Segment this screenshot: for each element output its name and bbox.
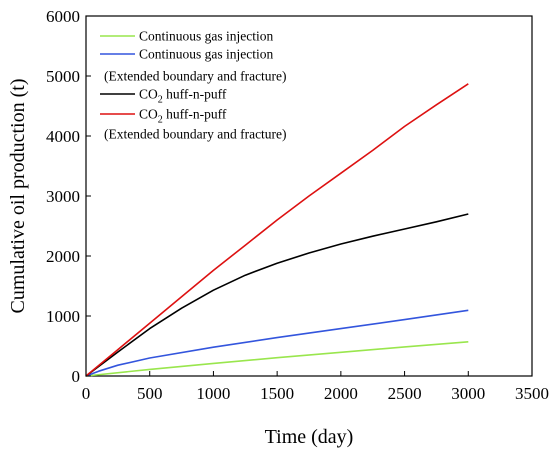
- y-tick-label: 3000: [46, 187, 80, 206]
- y-tick-label: 5000: [46, 67, 80, 86]
- legend-label-4-line2: (Extended boundary and fracture): [104, 127, 287, 142]
- y-tick-label: 0: [72, 367, 81, 386]
- y-tick-label: 6000: [46, 7, 80, 26]
- axis-ticks: 0 500 1000 1500 2000 2500 3000 3500 0 1000 2000 300…: [46, 7, 549, 403]
- series-line-2: [85, 309, 469, 377]
- legend: Continuous gas injection Continuous gas i…: [100, 29, 287, 142]
- x-tick-label: 2000: [324, 384, 358, 403]
- series-line-3: [85, 213, 469, 377]
- legend-label-1: Continuous gas injection: [139, 29, 273, 44]
- legend-label-3: CO2 huff-n-puff: [139, 87, 227, 106]
- x-tick-label: 500: [137, 384, 163, 403]
- x-tick-label: 0: [82, 384, 91, 403]
- y-tick-label: 4000: [46, 127, 80, 146]
- x-tick-label: 3500: [515, 384, 549, 403]
- y-axis-title: Cumulative oil production (t): [7, 79, 29, 314]
- x-tick-label: 3000: [451, 384, 485, 403]
- x-axis-title: Time (day): [265, 426, 354, 448]
- legend-label-2-line2: (Extended boundary and fracture): [104, 69, 287, 84]
- y-tick-label: 1000: [46, 307, 80, 326]
- series-line-1: [85, 341, 469, 377]
- legend-label-4: CO2 huff-n-puff: [139, 107, 227, 126]
- series-layer: [85, 83, 469, 377]
- x-tick-label: 1000: [196, 384, 230, 403]
- x-tick-label: 2500: [388, 384, 422, 403]
- x-tick-label: 1500: [260, 384, 294, 403]
- y-tick-label: 2000: [46, 247, 80, 266]
- legend-label-2: Continuous gas injection: [139, 47, 273, 62]
- series-line-4: [85, 83, 469, 377]
